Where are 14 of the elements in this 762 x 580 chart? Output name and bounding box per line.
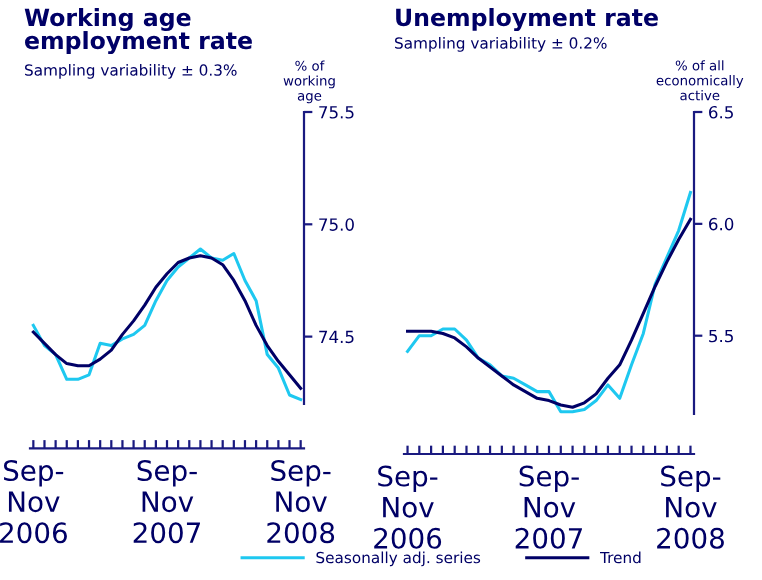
x-tick-label: Sep- Nov 2006 (374, 465, 442, 549)
x-tick-label: Sep- Nov 2006 (0, 460, 67, 544)
x-tick-label: Sep- Nov 2007 (133, 460, 200, 544)
y-tick-label: 75.5 (319, 106, 354, 119)
y-tick-label: 5.5 (709, 329, 733, 343)
chart-title: Unemployment rate (396, 8, 658, 32)
y-tick-label: 6.5 (709, 105, 733, 119)
chart-title: Working age employment rate (24, 8, 252, 55)
y-tick-label: 6.0 (709, 217, 734, 231)
x-tick-label: Sep- Nov 2008 (657, 465, 724, 549)
x-tick-label: Sep- Nov 2008 (267, 460, 335, 544)
y-tick-label: 74.5 (319, 330, 354, 344)
y-tick-label: 75.0 (319, 218, 354, 231)
x-tick-label: Sep- Nov 2007 (515, 465, 582, 549)
